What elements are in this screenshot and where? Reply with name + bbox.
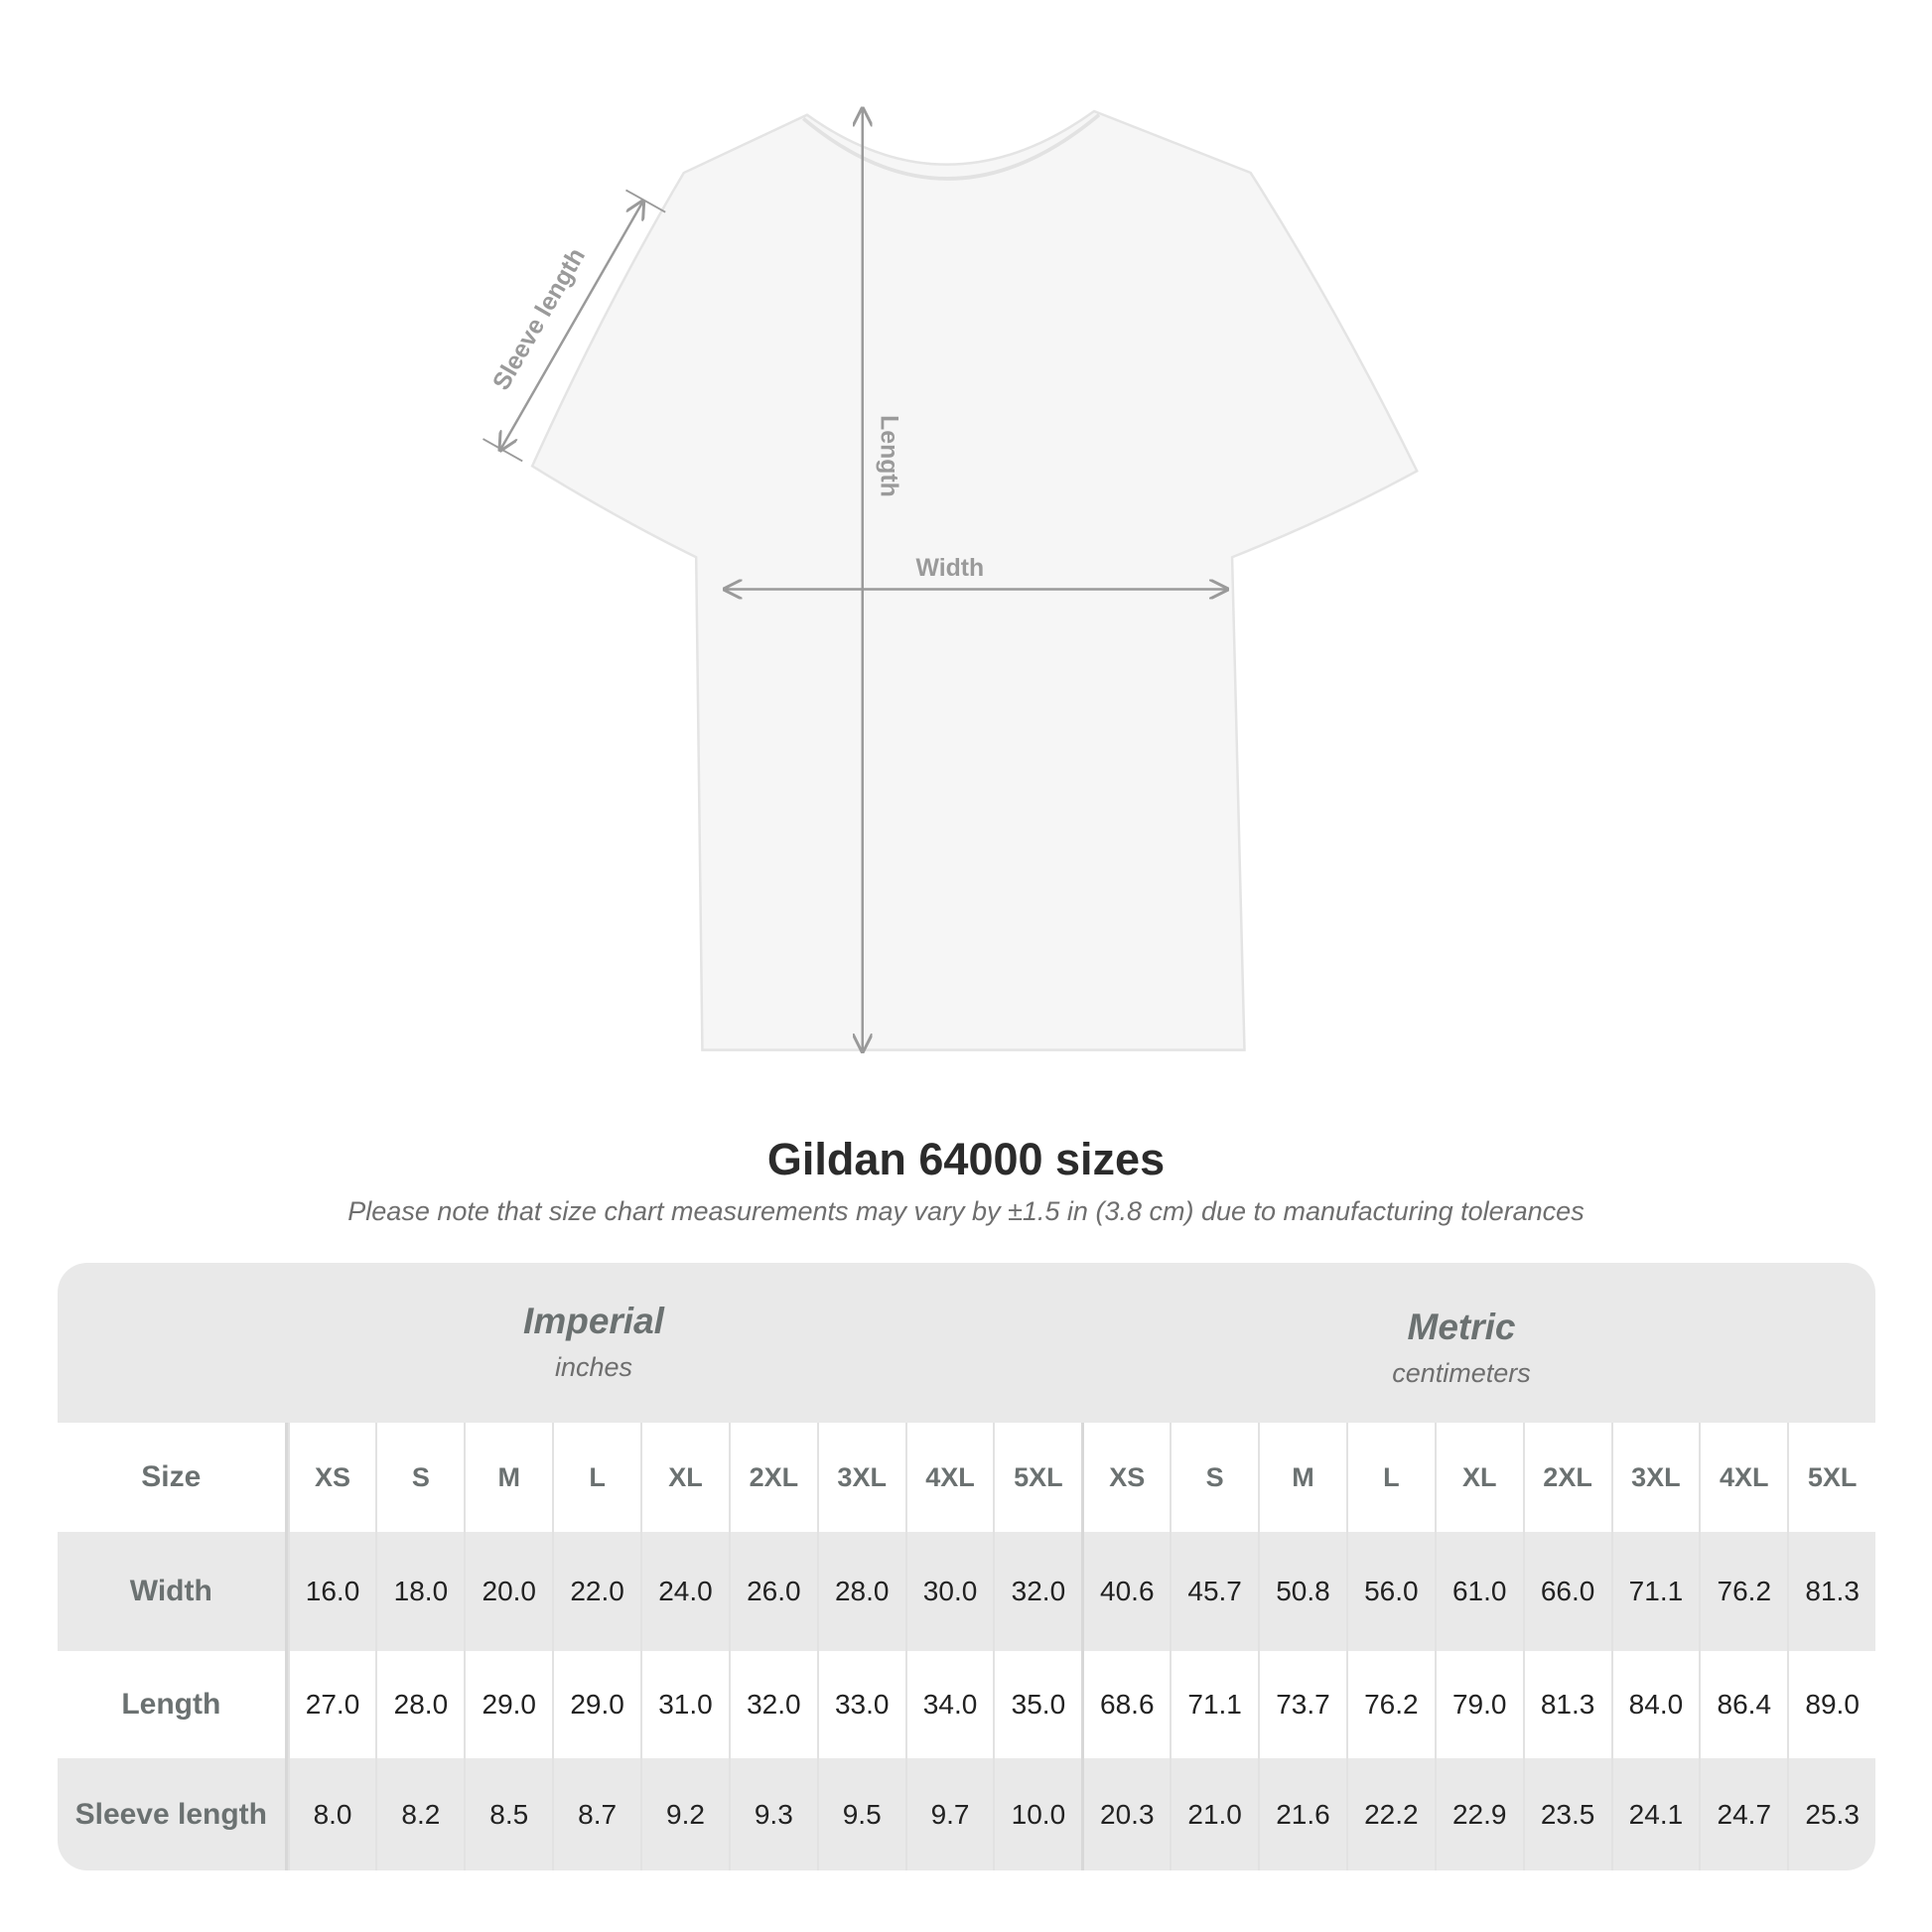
metric-value: 24.1 xyxy=(1610,1758,1700,1870)
metric-unit: centimeters xyxy=(1392,1358,1531,1388)
imperial-value: 8.2 xyxy=(375,1758,464,1870)
imperial-size-5xl: 5XL xyxy=(993,1423,1081,1532)
metric-size-l: L xyxy=(1345,1423,1435,1532)
metric-value: 21.0 xyxy=(1170,1758,1258,1870)
imperial-value: 8.7 xyxy=(552,1758,640,1870)
table-row: Sleeve length 8.0 8.2 8.5 8.7 9.2 9.3 9.5 9.7 10.… xyxy=(58,1758,1875,1870)
page-title: Gildan 64000 sizes xyxy=(766,1134,1166,1184)
metric-size-s: S xyxy=(1170,1423,1258,1532)
metric-value: 81.3 xyxy=(1787,1532,1875,1651)
metric-size-m: M xyxy=(1258,1423,1346,1532)
size-table: Imperial inches Metric centimeters Size X… xyxy=(58,1263,1875,1870)
tshirt-diagram: Sleeve length Length Width xyxy=(483,0,1419,1112)
metric-value: 86.4 xyxy=(1699,1651,1787,1758)
imperial-header: Imperial inches xyxy=(345,1301,842,1383)
length-label: Length xyxy=(875,415,901,497)
metric-value: 50.8 xyxy=(1258,1532,1346,1651)
imperial-value: 29.0 xyxy=(464,1651,552,1758)
tolerance-note: Please note that size chart measurements… xyxy=(347,1196,1585,1226)
metric-value: 22.9 xyxy=(1434,1758,1523,1870)
metric-size-4xl: 4XL xyxy=(1699,1423,1787,1532)
metric-value: 81.3 xyxy=(1522,1651,1611,1758)
imperial-value: 16.0 xyxy=(287,1532,376,1651)
metric-value: 24.7 xyxy=(1699,1758,1787,1870)
imperial-value: 31.0 xyxy=(640,1651,729,1758)
imperial-size-xs: XS xyxy=(287,1423,376,1532)
metric-value: 71.1 xyxy=(1610,1532,1700,1651)
imperial-value: 35.0 xyxy=(993,1651,1081,1758)
imperial-value: 8.5 xyxy=(464,1758,552,1870)
imperial-size-xl: XL xyxy=(640,1423,729,1532)
metric-size-xl: XL xyxy=(1434,1423,1523,1532)
metric-value: 79.0 xyxy=(1434,1651,1523,1758)
imperial-size-m: M xyxy=(464,1423,552,1532)
imperial-value: 10.0 xyxy=(993,1758,1081,1870)
table-row: Width 16.0 18.0 20.0 22.0 24.0 26.0 28.0 30.0 32.… xyxy=(58,1532,1875,1651)
width-label: Width xyxy=(916,555,985,582)
metric-size-5xl: 5XL xyxy=(1787,1423,1875,1532)
metric-value: 73.7 xyxy=(1258,1651,1346,1758)
metric-value: 68.6 xyxy=(1081,1651,1170,1758)
metric-header: Metric centimeters xyxy=(1213,1307,1710,1389)
metric-value: 89.0 xyxy=(1787,1651,1875,1758)
size-header-row: Size XS S M L XL 2XL 3XL 4XL 5XL XS S M L XL 2XL 3XL 4XL 5… xyxy=(58,1423,1875,1532)
imperial-value: 18.0 xyxy=(375,1532,464,1651)
metric-value: 84.0 xyxy=(1610,1651,1700,1758)
row-label: Width xyxy=(58,1532,288,1651)
imperial-title: Imperial xyxy=(523,1301,664,1341)
metric-value: 66.0 xyxy=(1522,1532,1611,1651)
imperial-size-3xl: 3XL xyxy=(816,1423,905,1532)
imperial-value: 29.0 xyxy=(552,1651,640,1758)
imperial-value: 28.0 xyxy=(816,1532,905,1651)
imperial-value: 20.0 xyxy=(464,1532,552,1651)
metric-value: 20.3 xyxy=(1081,1758,1170,1870)
table-row: Length 27.0 28.0 29.0 29.0 31.0 32.0 33.0 34.0 35… xyxy=(58,1651,1875,1758)
metric-size-3xl: 3XL xyxy=(1610,1423,1700,1532)
metric-size-2xl: 2XL xyxy=(1522,1423,1611,1532)
imperial-value: 9.3 xyxy=(728,1758,817,1870)
metric-value: 76.2 xyxy=(1345,1651,1435,1758)
imperial-value: 22.0 xyxy=(552,1532,640,1651)
metric-value: 76.2 xyxy=(1699,1532,1787,1651)
metric-size-xs: XS xyxy=(1081,1423,1170,1532)
imperial-value: 9.7 xyxy=(904,1758,994,1870)
imperial-size-4xl: 4XL xyxy=(904,1423,994,1532)
imperial-value: 33.0 xyxy=(816,1651,905,1758)
metric-value: 25.3 xyxy=(1787,1758,1875,1870)
imperial-value: 28.0 xyxy=(375,1651,464,1758)
imperial-value: 27.0 xyxy=(287,1651,376,1758)
imperial-size-s: S xyxy=(375,1423,464,1532)
imperial-value: 8.0 xyxy=(287,1758,376,1870)
imperial-value: 9.2 xyxy=(640,1758,729,1870)
imperial-value: 30.0 xyxy=(904,1532,994,1651)
sleeve-arrow xyxy=(500,202,643,451)
imperial-value: 26.0 xyxy=(728,1532,817,1651)
imperial-unit: inches xyxy=(554,1352,633,1382)
metric-value: 40.6 xyxy=(1081,1532,1170,1651)
imperial-value: 32.0 xyxy=(993,1532,1081,1651)
row-label: Length xyxy=(58,1651,288,1758)
metric-value: 21.6 xyxy=(1258,1758,1346,1870)
metric-value: 23.5 xyxy=(1522,1758,1611,1870)
imperial-value: 24.0 xyxy=(640,1532,729,1651)
metric-value: 61.0 xyxy=(1434,1532,1523,1651)
imperial-value: 9.5 xyxy=(816,1758,905,1870)
metric-value: 45.7 xyxy=(1170,1532,1258,1651)
imperial-size-2xl: 2XL xyxy=(728,1423,817,1532)
imperial-value: 32.0 xyxy=(728,1651,817,1758)
metric-value: 22.2 xyxy=(1345,1758,1435,1870)
row-label: Sleeve length xyxy=(58,1758,288,1870)
imperial-size-l: L xyxy=(552,1423,640,1532)
size-label: Size xyxy=(58,1423,288,1532)
metric-value: 71.1 xyxy=(1170,1651,1258,1758)
metric-value: 56.0 xyxy=(1345,1532,1435,1651)
metric-title: Metric xyxy=(1407,1307,1516,1347)
imperial-value: 34.0 xyxy=(904,1651,994,1758)
